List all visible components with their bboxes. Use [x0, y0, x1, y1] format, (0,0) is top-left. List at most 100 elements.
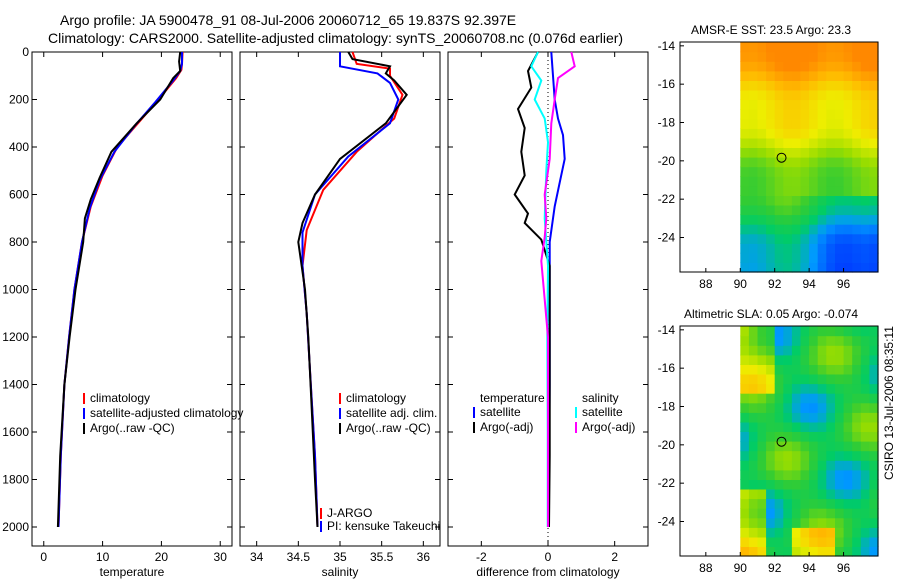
- map-cell: [826, 421, 836, 432]
- map-cell: [826, 431, 836, 442]
- map-cell: [757, 166, 767, 177]
- map-cell: [800, 243, 810, 254]
- map-cell: [843, 431, 853, 442]
- y-tick-label: -22: [658, 192, 676, 206]
- map-cell: [740, 488, 750, 500]
- map-cell: [817, 469, 827, 480]
- map-cell: [748, 42, 759, 53]
- map-cell: [809, 195, 819, 206]
- map-cell: [809, 99, 819, 110]
- map-cell: [817, 364, 827, 375]
- map-cell: [800, 536, 810, 547]
- map-cell: [809, 345, 819, 356]
- map-cell: [757, 147, 767, 158]
- map-cell: [757, 441, 767, 452]
- map-cell: [817, 89, 827, 101]
- map-cell: [852, 128, 862, 139]
- map-cell: [748, 185, 759, 196]
- map-cell: [774, 498, 784, 509]
- map-cell: [869, 243, 879, 254]
- figure-title-line2: Climatology: CARS2000. Satellite-adjuste…: [48, 30, 624, 46]
- map-cell: [817, 508, 827, 519]
- map-cell: [766, 364, 776, 375]
- map-cell: [869, 137, 879, 148]
- map-cell: [774, 70, 784, 81]
- map-cell: [748, 536, 759, 547]
- map-cell: [817, 99, 827, 110]
- map-cell: [860, 214, 870, 225]
- map-cell: [774, 383, 784, 394]
- map-cell: [852, 89, 862, 101]
- map-cell: [748, 421, 759, 432]
- map-cell: [783, 195, 793, 206]
- map-cell: [800, 233, 810, 244]
- map-cell: [791, 421, 802, 432]
- map-cell: [766, 224, 776, 235]
- map-cell: [783, 128, 793, 139]
- map-cell: [800, 195, 810, 206]
- map-cell: [774, 204, 784, 216]
- map-cell: [817, 42, 827, 53]
- map-cell: [835, 195, 845, 206]
- map-cell: [791, 354, 802, 365]
- map-cell: [791, 109, 802, 120]
- map-cell: [843, 335, 853, 346]
- map-cell: [740, 421, 750, 432]
- map-cell: [860, 393, 870, 404]
- y-tick-label: 1000: [2, 283, 29, 297]
- map-cell: [774, 61, 784, 72]
- map-cell: [740, 508, 750, 519]
- map-cell: [740, 393, 750, 404]
- map-cell: [748, 498, 759, 509]
- legend-entry: satellite: [582, 405, 623, 419]
- map-cell: [809, 118, 819, 129]
- map-cell: [817, 335, 827, 346]
- map-cell: [748, 335, 759, 346]
- map-cell: [791, 166, 802, 177]
- map-cell: [809, 354, 819, 365]
- map-cell: [766, 243, 776, 254]
- map-cell: [748, 204, 759, 216]
- map-cell: [835, 109, 845, 120]
- map-cell: [843, 243, 853, 254]
- map-cell: [791, 61, 802, 72]
- map-cell: [817, 252, 827, 263]
- map-cell: [800, 450, 810, 461]
- map-cell: [835, 176, 845, 187]
- legend-entry: Argo(-adj): [582, 420, 635, 434]
- map-cell: [869, 147, 879, 158]
- map-cell: [748, 546, 759, 557]
- map-cell: [791, 326, 802, 337]
- map-cell: [860, 450, 870, 461]
- map-cell: [817, 204, 827, 216]
- map-cell: [740, 137, 750, 148]
- map-cell: [800, 252, 810, 263]
- map-cell: [783, 137, 793, 148]
- map-cell: [757, 517, 767, 528]
- map-cell: [800, 147, 810, 158]
- map-cell: [869, 195, 879, 206]
- map-cell: [748, 373, 759, 385]
- map-cell: [757, 479, 767, 490]
- map-cell: [783, 546, 793, 557]
- map-cell: [852, 262, 862, 273]
- map-cell: [757, 373, 767, 385]
- figure-title-line1: Argo profile: JA 5900478_91 08-Jul-2006 …: [60, 12, 517, 28]
- map-cell: [826, 335, 836, 346]
- x-tick-label: 94: [802, 561, 816, 575]
- map-cell: [852, 402, 862, 413]
- map-cell: [843, 252, 853, 263]
- map-cell: [791, 214, 802, 225]
- map-cell: [835, 224, 845, 235]
- map-cell: [869, 469, 879, 480]
- map-cell: [774, 393, 784, 404]
- map-cell: [826, 204, 836, 216]
- map-cell: [757, 326, 767, 337]
- map-cell: [852, 364, 862, 375]
- map-cell: [843, 99, 853, 110]
- map-cell: [809, 460, 819, 471]
- x-tick-label: 36: [417, 550, 431, 564]
- y-tick-label: 400: [9, 140, 29, 154]
- map-cell: [783, 354, 793, 365]
- map-cell: [843, 469, 853, 480]
